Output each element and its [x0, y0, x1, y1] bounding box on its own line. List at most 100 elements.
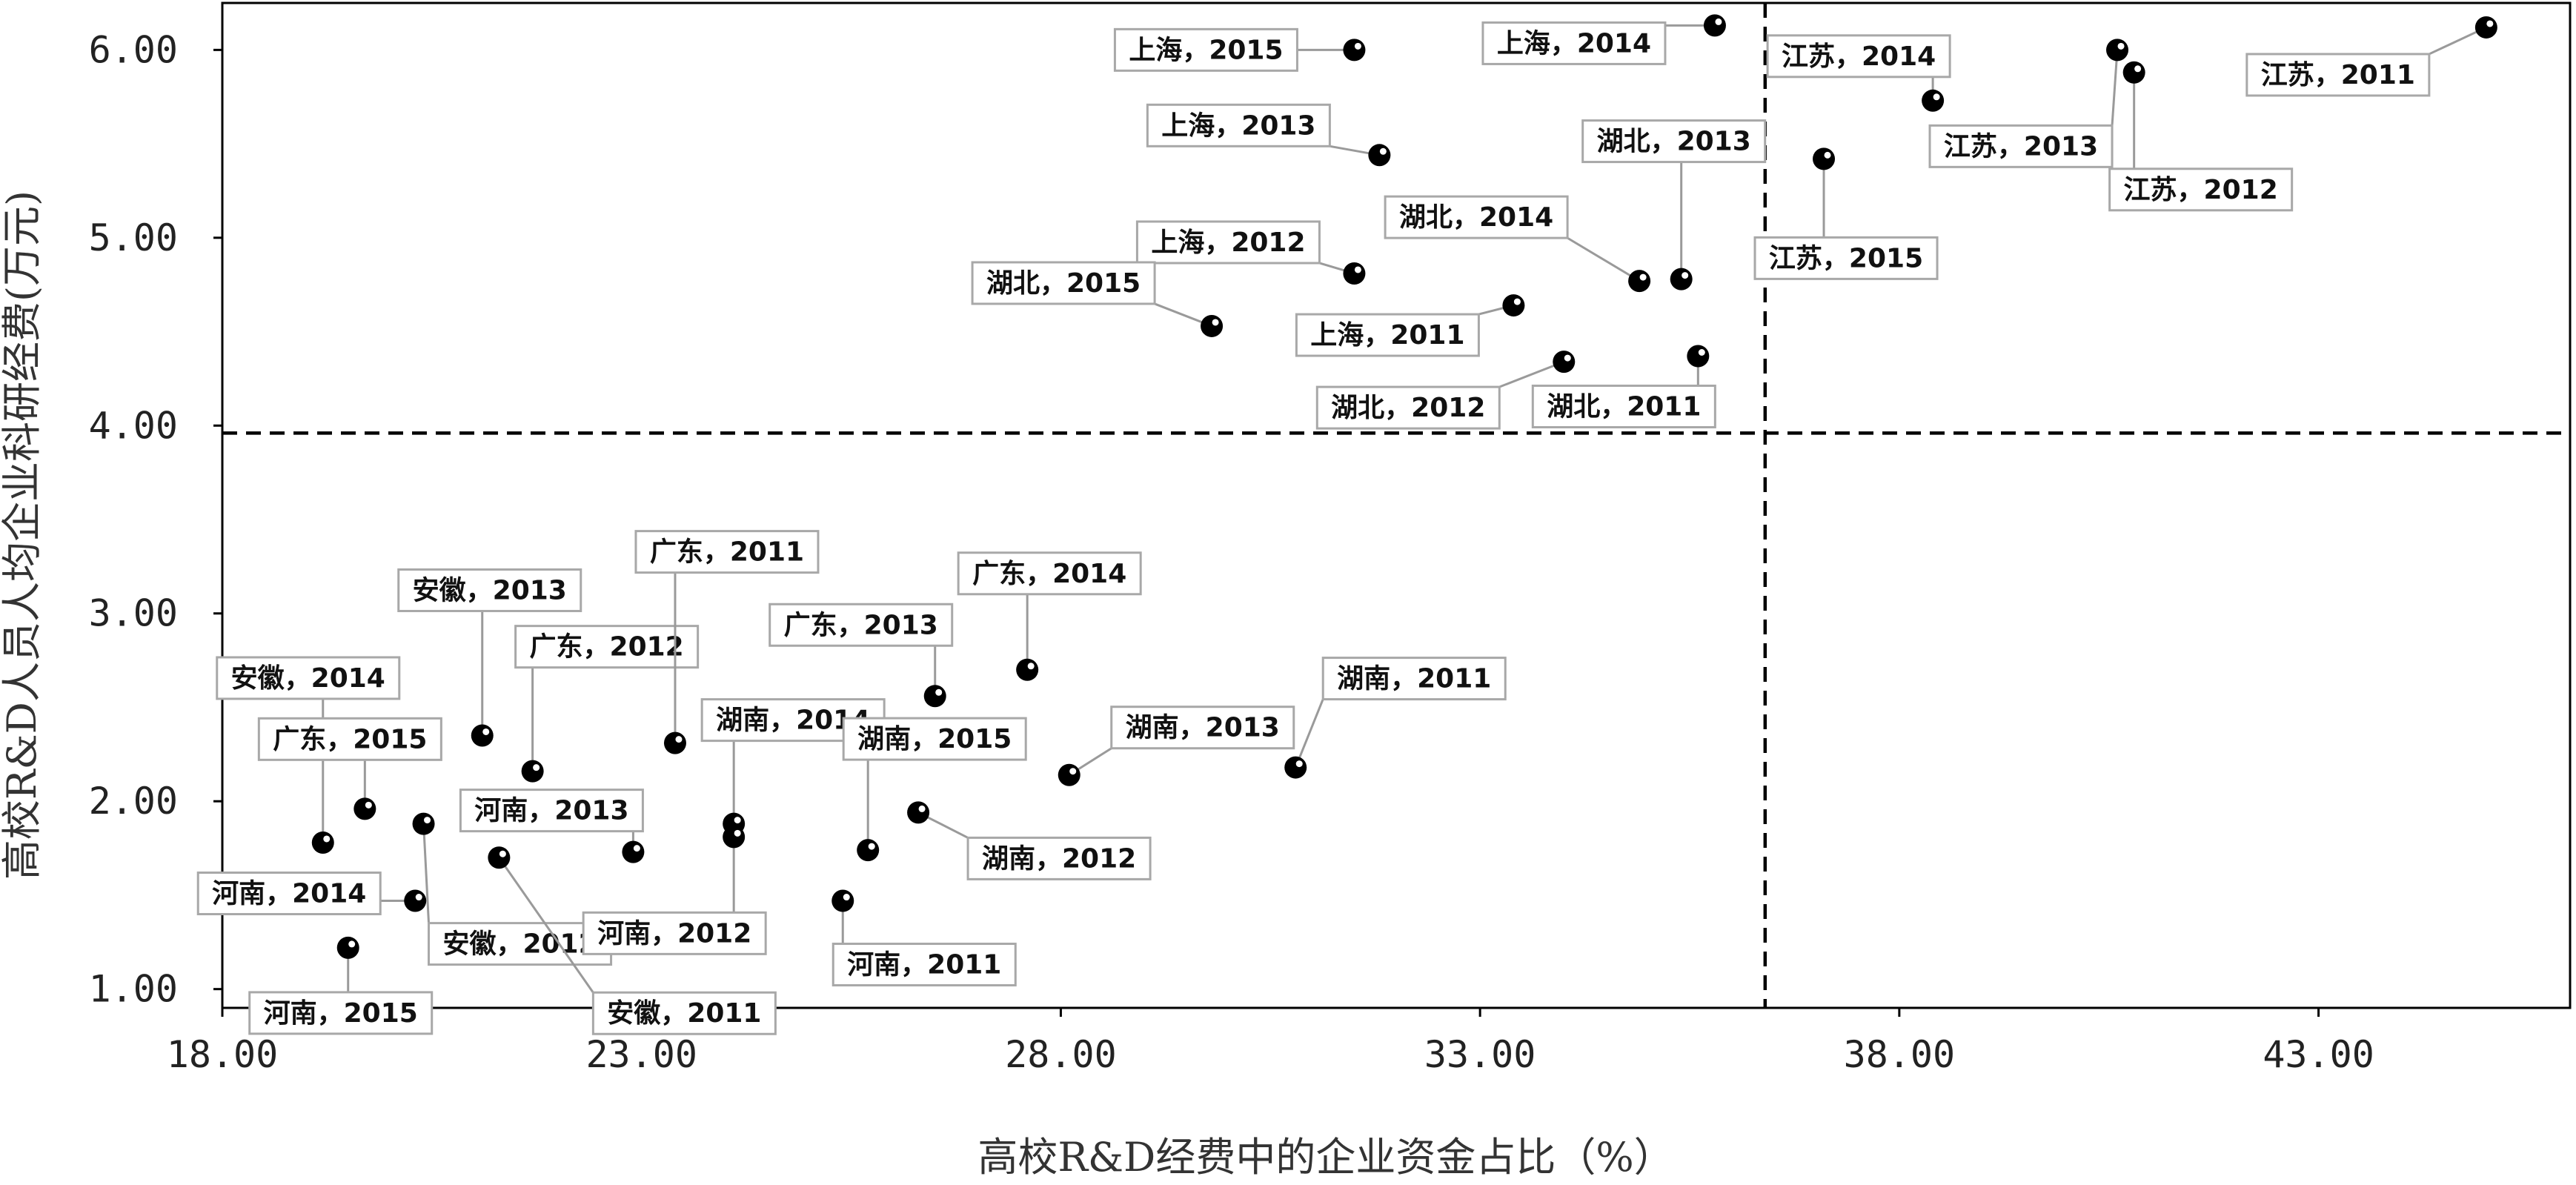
data-label-box — [2245, 53, 2431, 97]
x-tick-label: 38.00 — [1844, 1033, 1956, 1076]
data-point — [488, 846, 511, 869]
label-leader-line — [1498, 360, 1564, 388]
data-point — [2474, 16, 2497, 39]
data-label-box — [1113, 27, 1298, 72]
data-label-box — [257, 717, 442, 761]
data-label-box — [1321, 657, 1507, 701]
y-tick-label: 4.00 — [89, 404, 178, 447]
data-label: 湖南，2015 — [857, 724, 1012, 754]
data-point-highlight — [868, 843, 875, 850]
data-point — [1553, 351, 1576, 374]
data-label-box — [957, 551, 1142, 596]
y-tick-label: 5.00 — [89, 216, 178, 259]
data-label: 河南，2011 — [847, 950, 1001, 980]
data-point-highlight — [1564, 354, 1571, 362]
data-label-box — [1295, 313, 1480, 357]
data-point-highlight — [1682, 272, 1689, 279]
data-point — [1670, 268, 1693, 291]
data-label: 江苏，2011 — [2261, 60, 2415, 90]
data-label-box — [1753, 236, 1939, 280]
data-point-highlight — [1379, 147, 1387, 155]
data-point-highlight — [633, 845, 640, 852]
data-label: 安徽，2014 — [231, 663, 385, 694]
x-tick-label: 28.00 — [1005, 1033, 1117, 1076]
data-label: 广东，2011 — [650, 537, 804, 568]
data-point-highlight — [1698, 349, 1705, 356]
data-point — [1343, 39, 1366, 62]
data-label: 江苏，2015 — [1769, 243, 1923, 273]
data-point-highlight — [843, 894, 850, 901]
data-point-highlight — [1027, 663, 1035, 670]
y-tick-label: 2.00 — [89, 780, 178, 823]
data-label-box — [1315, 385, 1501, 430]
data-label: 江苏，2014 — [1782, 42, 1936, 72]
data-point — [622, 840, 645, 863]
x-tick-label: 43.00 — [2263, 1033, 2374, 1076]
data-point-highlight — [482, 728, 490, 735]
data-point-highlight — [415, 894, 422, 901]
data-label: 安徽，2011 — [607, 998, 761, 1029]
data-label-box — [1110, 706, 1295, 750]
data-point-highlight — [533, 764, 540, 771]
data-label: 上海，2013 — [1161, 110, 1315, 141]
data-point-highlight — [918, 805, 926, 812]
x-tick-label: 18.00 — [167, 1033, 279, 1076]
data-point — [521, 760, 544, 783]
data-point — [907, 801, 930, 824]
data-point-highlight — [348, 940, 356, 948]
data-label: 广东，2013 — [784, 610, 938, 640]
data-label-box — [1384, 195, 1569, 239]
data-label: 广东，2015 — [273, 724, 427, 754]
data-label: 河南，2012 — [597, 918, 751, 949]
data-label-box — [216, 656, 401, 700]
data-label: 安徽，2013 — [413, 575, 567, 605]
data-label-box — [1146, 103, 1331, 147]
data-label: 湖北，2015 — [986, 268, 1141, 299]
data-label: 湖北，2011 — [1547, 392, 1701, 422]
data-label-box — [1928, 124, 2114, 168]
data-point-highlight — [734, 829, 741, 837]
data-label-box — [831, 943, 1017, 987]
data-label-box — [634, 530, 820, 574]
data-point — [2122, 61, 2145, 84]
data-point-highlight — [1354, 42, 1361, 50]
data-point — [923, 685, 946, 708]
data-point — [831, 889, 854, 912]
data-label: 湖北，2013 — [1597, 127, 1751, 157]
y-tick-label: 1.00 — [89, 968, 178, 1011]
data-label: 湖北，2012 — [1331, 393, 1485, 423]
data-point-highlight — [365, 801, 372, 809]
data-label: 安徽，2012 — [442, 929, 597, 960]
data-label-box — [397, 568, 582, 612]
y-tick-label: 6.00 — [89, 28, 178, 71]
x-tick-label: 23.00 — [585, 1033, 697, 1076]
data-point-highlight — [1715, 18, 1722, 25]
data-point-highlight — [734, 817, 741, 824]
data-point — [1058, 763, 1080, 786]
data-label: 河南，2015 — [264, 998, 418, 1029]
data-point — [1368, 144, 1391, 167]
data-point — [1703, 14, 1726, 37]
y-tick-label: 3.00 — [89, 592, 178, 635]
data-point — [1201, 314, 1224, 337]
data-label: 湖北，2014 — [1399, 202, 1553, 233]
data-point — [2106, 39, 2129, 62]
y-axis-title: 高校R&D人员人均企业科研经费(万元) — [0, 190, 45, 880]
data-point — [311, 831, 334, 854]
data-point-highlight — [1933, 93, 1940, 101]
data-label-box — [769, 603, 954, 647]
x-axis-title: 高校R&D经费中的企业资金占比（%） — [977, 1134, 1673, 1181]
data-label: 广东，2014 — [972, 559, 1126, 589]
data-label: 上海，2015 — [1129, 35, 1283, 65]
data-label-box — [2108, 167, 2294, 212]
data-label-box — [1766, 34, 1951, 79]
data-point — [336, 936, 359, 959]
data-label: 上海，2014 — [1497, 28, 1651, 59]
data-label-box — [842, 717, 1027, 761]
label-leader-line — [498, 857, 594, 994]
data-point-highlight — [424, 817, 431, 824]
data-point-highlight — [1513, 298, 1521, 305]
data-point — [1922, 89, 1945, 112]
label-leader-line — [1294, 699, 1324, 769]
